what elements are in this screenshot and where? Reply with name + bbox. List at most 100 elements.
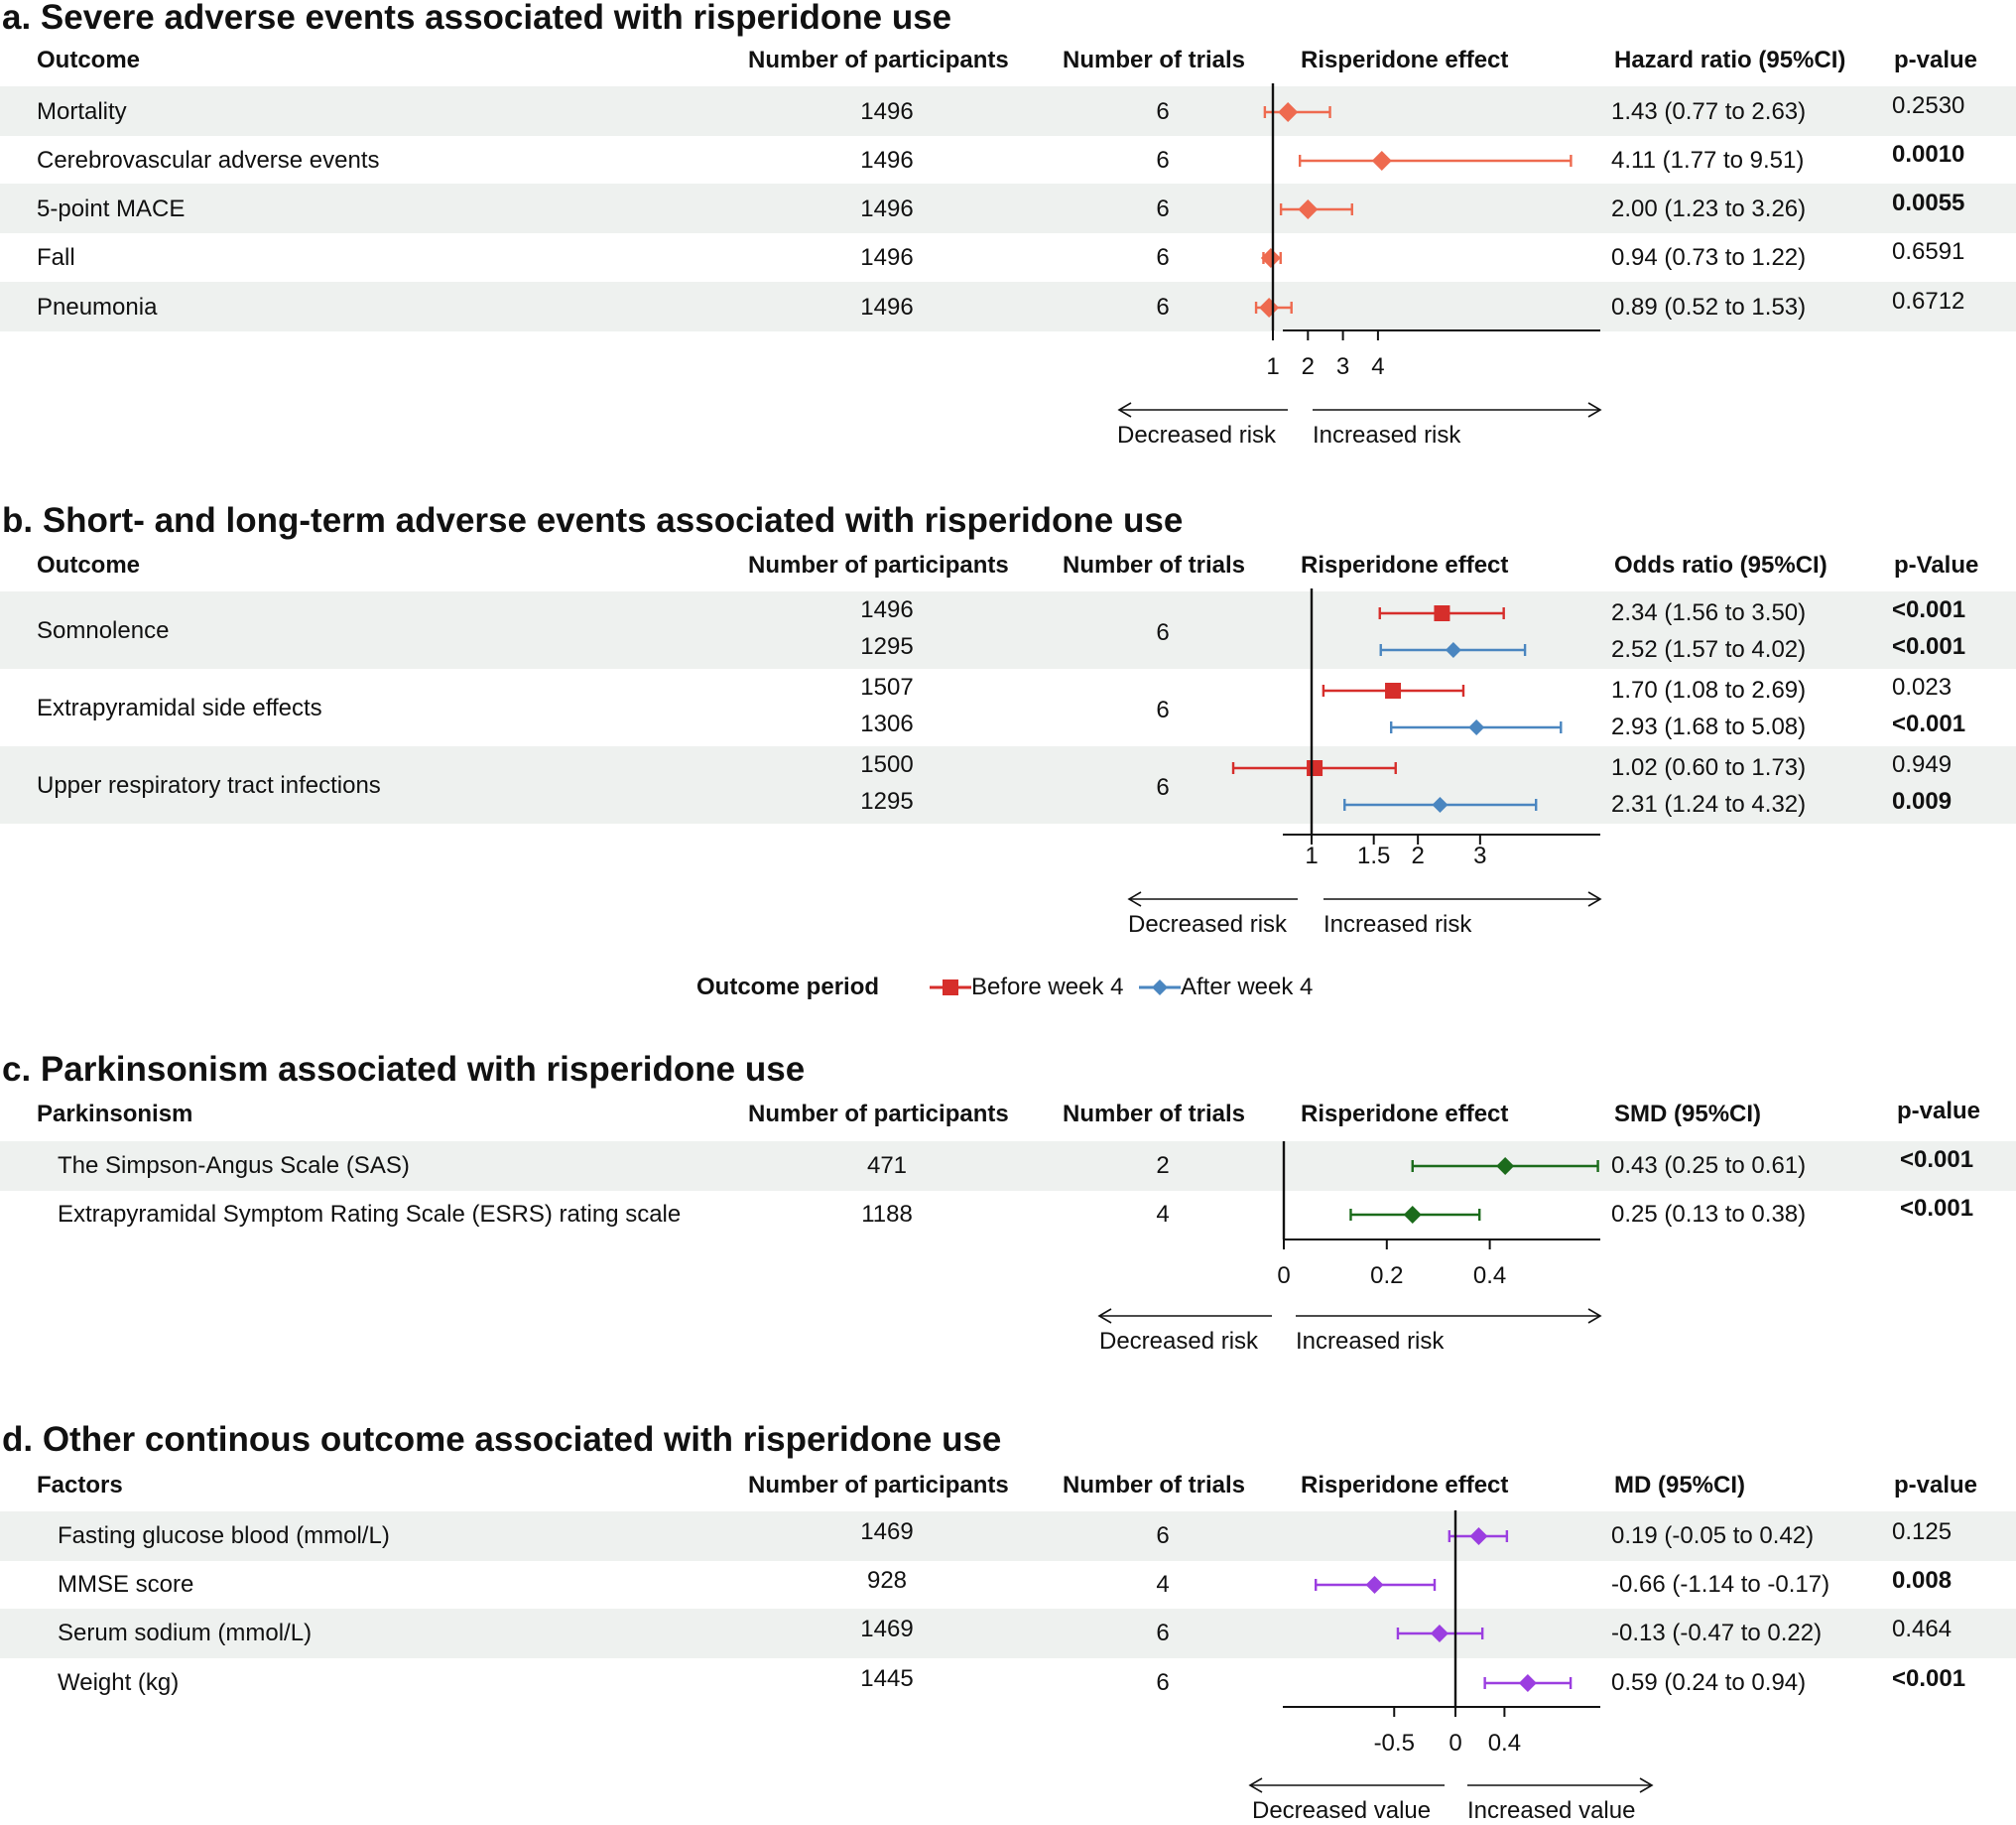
- panel-d-tick-label-0: -0.5: [1374, 1730, 1415, 1757]
- panel-b-p-value: <0.001: [1892, 596, 1966, 623]
- panel-d-point-1: [1365, 1576, 1384, 1594]
- panel-a-trials: 6: [1156, 147, 1170, 174]
- panel-c-participants: 1188: [861, 1201, 913, 1228]
- panel-b-ci-text: 2.34 (1.56 to 3.50): [1611, 599, 1807, 626]
- panel-a-point-2: [1298, 199, 1319, 219]
- panel-c-header-p: p-value: [1897, 1098, 1981, 1124]
- panel-d-ci-text: 0.59 (0.24 to 0.94): [1611, 1669, 1807, 1696]
- panel-a-row-band-2: [0, 184, 2016, 233]
- panel-b-participants: 1295: [860, 633, 914, 660]
- panel-d-ci-text: -0.66 (-1.14 to -0.17): [1611, 1571, 1830, 1598]
- legend-before-marker: [930, 979, 971, 995]
- panel-a-arrow-left-head: [1117, 402, 1132, 418]
- panel-c-trials: 4: [1156, 1201, 1170, 1228]
- panel-a-point-3: [1260, 248, 1281, 268]
- panel-d-p-value: <0.001: [1892, 1665, 1966, 1692]
- panel-a-point-0: [1278, 102, 1299, 122]
- panel-d-participants: 1469: [860, 1616, 914, 1642]
- panel-a-header-trials: Number of trials: [1063, 47, 1246, 73]
- panel-a-ci-text: 2.00 (1.23 to 3.26): [1611, 196, 1807, 222]
- panel-b-point-0-1: [1445, 642, 1461, 658]
- panel-d-participants: 1445: [860, 1665, 914, 1692]
- panel-a-header-participants: Number of participants: [748, 47, 1009, 73]
- panel-a-p-value: 0.6712: [1892, 288, 1965, 315]
- panel-b-p-value: <0.001: [1892, 633, 1966, 660]
- panel-c-ci-text: 0.25 (0.13 to 0.38): [1611, 1201, 1807, 1228]
- panel-b-tick-label-3: 3: [1473, 843, 1486, 869]
- panel-d-p-value: 0.125: [1892, 1518, 1953, 1545]
- panel-b-arrow-right-head: [1587, 891, 1602, 907]
- panel-b-header-ratio: Odds ratio (95%CI): [1614, 552, 1827, 579]
- panel-b-trials: 6: [1156, 619, 1170, 646]
- panel-d-outcome-label: Serum sodium (mmol/L): [58, 1620, 313, 1646]
- panel-d-p-value: 0.008: [1892, 1567, 1953, 1594]
- panel-d-header-ratio: MD (95%CI): [1614, 1472, 1746, 1499]
- panel-a-p-value: 0.0010: [1892, 141, 1965, 168]
- panel-c-tick-label-0: 0: [1277, 1262, 1290, 1289]
- panel-d-tick-label-1: 0: [1449, 1730, 1461, 1757]
- panel-a-participants: 1496: [860, 244, 914, 271]
- panel-a-p-value: 0.6591: [1892, 238, 1965, 265]
- panel-c-ci-text: 0.43 (0.25 to 0.61): [1611, 1152, 1807, 1179]
- panel-d-outcome-label: Fasting glucose blood (mmol/L): [58, 1522, 390, 1549]
- panel-a-tick-label-2: 3: [1336, 353, 1349, 380]
- panel-c-point-0: [1496, 1157, 1515, 1175]
- panel-a-trials: 6: [1156, 294, 1170, 321]
- panel-d-outcome-label: Weight (kg): [58, 1669, 180, 1696]
- panel-c-trials: 2: [1156, 1152, 1170, 1179]
- legend-title: Outcome period: [696, 974, 880, 1000]
- panel-b-participants: 1306: [860, 711, 914, 737]
- panel-c-tick-label-2: 0.4: [1473, 1262, 1506, 1289]
- panel-a-p-value: 0.0055: [1892, 190, 1965, 216]
- panel-a-arrow-right-label: Increased risk: [1313, 422, 1461, 449]
- panel-b-participants: 1295: [860, 788, 914, 815]
- panel-a-tick-label-1: 2: [1302, 353, 1315, 380]
- panel-c-header-effect: Risperidone effect: [1301, 1101, 1509, 1127]
- panel-c-arrow-left-label: Decreased risk: [1099, 1328, 1259, 1355]
- panel-d-arrow-right-label: Increased value: [1467, 1797, 1636, 1824]
- panel-b-point-0-0: [1434, 605, 1450, 621]
- panel-a-header-effect: Risperidone effect: [1301, 47, 1509, 73]
- panel-a-arrow-left-label: Decreased risk: [1117, 422, 1277, 449]
- panel-b-title: b. Short- and long-term adverse events a…: [2, 501, 1184, 540]
- panel-b-tick-label-1: 1.5: [1357, 843, 1390, 869]
- legend-after-label: After week 4: [1181, 974, 1314, 1000]
- panel-c-header-outcome: Parkinsonism: [37, 1101, 193, 1127]
- panel-a-header-p: p-value: [1894, 47, 1978, 73]
- panel-a-participants: 1496: [860, 294, 914, 321]
- panel-a-tick-label-0: 1: [1266, 353, 1279, 380]
- panel-a-trials: 6: [1156, 196, 1170, 222]
- panel-a-outcome-label: Mortality: [37, 98, 127, 125]
- panel-d-ci-text: -0.13 (-0.47 to 0.22): [1611, 1620, 1823, 1646]
- panel-c-tick-label-1: 0.2: [1370, 1262, 1403, 1289]
- panel-d-row-band-2: [0, 1609, 2016, 1658]
- panel-b-ci-text: 2.52 (1.57 to 4.02): [1611, 636, 1807, 663]
- panel-a-outcome-label: Pneumonia: [37, 294, 158, 321]
- panel-c-point-1: [1403, 1206, 1422, 1224]
- panel-b-p-value: 0.009: [1892, 788, 1953, 815]
- panel-b-point-1-0: [1385, 683, 1402, 699]
- panel-a-title: a. Severe adverse events associated with…: [2, 0, 952, 37]
- panel-c-header-participants: Number of participants: [748, 1101, 1009, 1127]
- panel-a-participants: 1496: [860, 147, 914, 174]
- panel-b-p-value: <0.001: [1892, 711, 1966, 737]
- panel-b-participants: 1507: [860, 674, 914, 701]
- panel-b-trials: 6: [1156, 697, 1170, 723]
- panel-b-participants: 1496: [860, 596, 914, 623]
- panel-d-point-2: [1430, 1625, 1449, 1642]
- panel-b-outcome-label: Somnolence: [37, 617, 170, 644]
- panel-d-title: d. Other continous outcome associated wi…: [2, 1420, 1002, 1459]
- panel-d-tick-label-2: 0.4: [1488, 1730, 1521, 1757]
- panel-b-group-band-0: [0, 591, 2016, 669]
- panel-b-header-p: p-Value: [1894, 552, 1979, 579]
- panel-d-p-value: 0.464: [1892, 1616, 1953, 1642]
- panel-c-header-ratio: SMD (95%CI): [1614, 1101, 1762, 1127]
- panel-a-header-outcome: Outcome: [37, 47, 141, 73]
- panel-d-participants: 1469: [860, 1518, 914, 1545]
- panel-b-arrow-left-head: [1127, 891, 1142, 907]
- panel-b-outcome-label: Extrapyramidal side effects: [37, 695, 322, 721]
- panel-a-ci-text: 4.11 (1.77 to 9.51): [1611, 147, 1805, 174]
- panel-a-participants: 1496: [860, 196, 914, 222]
